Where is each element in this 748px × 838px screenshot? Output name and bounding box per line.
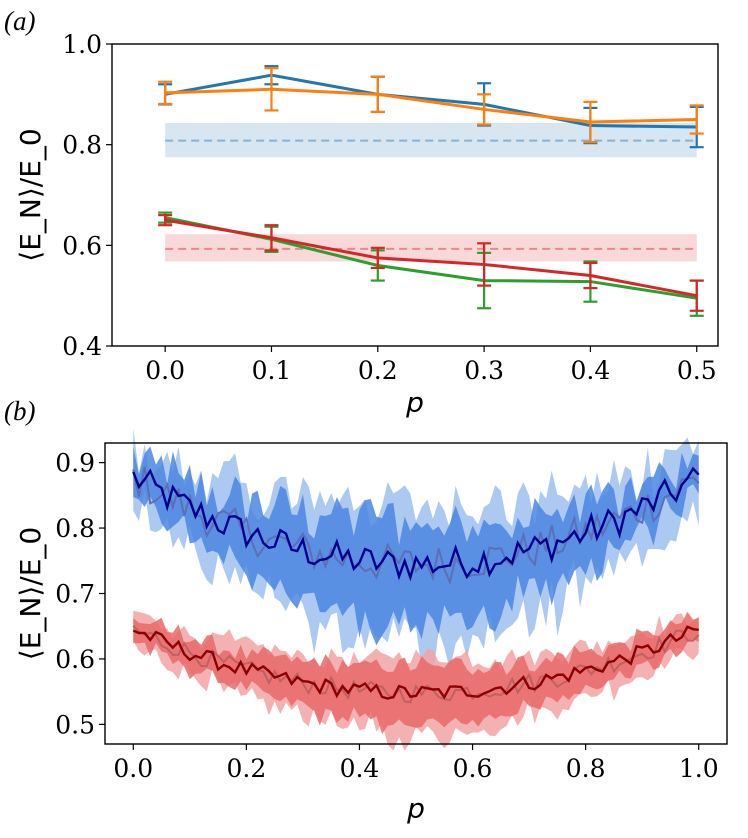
panel-a-ytick-label: 0.8 <box>62 131 102 160</box>
panel-a-xtick-label: 0.3 <box>464 356 504 385</box>
red-mean-band <box>133 611 699 734</box>
panel-a-xtick-label: 0.4 <box>571 356 611 385</box>
blue-series-line <box>164 73 697 129</box>
panel-b-xtick-label: 0.4 <box>340 754 380 783</box>
panel-a-xlabel: p <box>405 386 424 419</box>
panel-b-ytick-label: 0.8 <box>55 514 95 543</box>
panel-b-ytick-label: 0.6 <box>55 645 95 674</box>
panel-b-ytick-label: 0.7 <box>55 580 95 609</box>
panel-a-chart: 0.0 0.1 0.2 0.3 0.4 0.5 0.4 0.6 0.8 1.0 p ⟨E_N⟩/E_0 <box>14 30 719 419</box>
panel-b-chart: 0.0 0.2 0.4 0.6 0.8 1.0 0.5 0.6 0.7 0.8 0.9 p ⟨E_N⟩/… <box>14 428 728 825</box>
panel-b-xtick-label: 1.0 <box>679 754 719 783</box>
panel-b-ylabel: ⟨E_N⟩/E_0 <box>14 527 47 660</box>
red-series-line <box>164 218 698 298</box>
panel-a-xtick-label: 0.5 <box>677 356 717 385</box>
panel-a-ytick-label: 0.4 <box>62 332 102 361</box>
blue-reference-band <box>165 123 697 158</box>
panel-a-xtick-label: 0.1 <box>252 356 292 385</box>
panel-b-xtick-label: 0.8 <box>566 754 606 783</box>
panel-a-axes-frame <box>111 43 719 347</box>
panel-a-ytick-label: 1.0 <box>62 30 102 59</box>
panel-b-xtick-label: 0.0 <box>113 754 153 783</box>
panel-a-ylabel: ⟨E_N⟩/E_0 <box>14 128 47 261</box>
blue-mean-band <box>133 446 699 646</box>
panel-a-xtick-label: 0.0 <box>145 356 185 385</box>
orange-series-line <box>165 87 697 124</box>
panel-b-xlabel: p <box>406 792 425 825</box>
red-mean-series-line <box>132 625 699 700</box>
red-reference-band <box>165 234 697 262</box>
panel-b-xtick-label: 0.6 <box>453 754 493 783</box>
panel-b-ytick-label: 0.5 <box>55 710 95 739</box>
blue-alt-series-line <box>132 466 700 586</box>
blue-mean-series-line <box>132 466 700 582</box>
panel-b-ytick-label: 0.9 <box>55 449 95 478</box>
panel-b-label: (b) <box>4 396 35 426</box>
panel-b-xtick-label: 0.2 <box>226 754 266 783</box>
panel-a-xtick-label: 0.2 <box>358 356 398 385</box>
panel-a-label: (a) <box>4 6 35 36</box>
panel-a-ytick-label: 0.6 <box>62 231 102 260</box>
